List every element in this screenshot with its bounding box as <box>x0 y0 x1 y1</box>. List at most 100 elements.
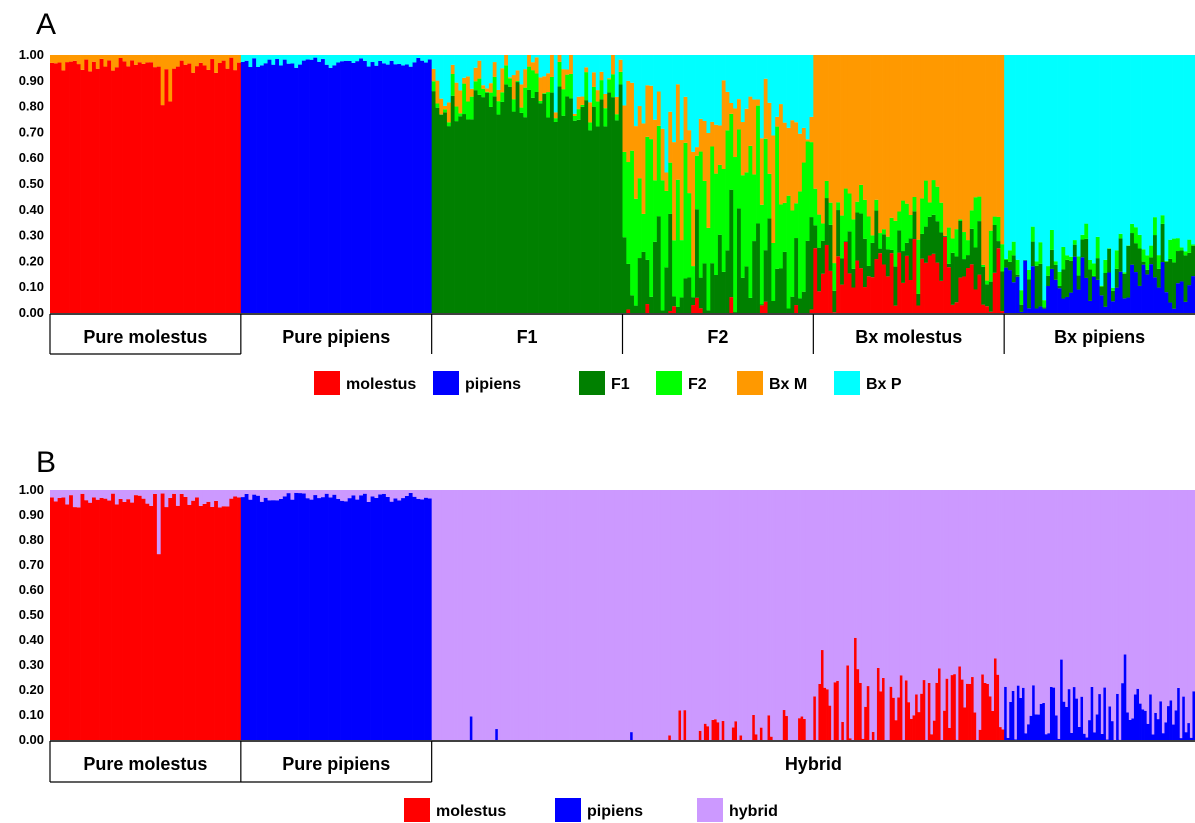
ancestry-bar-segment <box>1107 248 1112 249</box>
ancestry-bar-segment <box>664 172 669 191</box>
ancestry-bar-segment <box>202 490 207 504</box>
ancestry-bar-segment <box>1047 490 1051 734</box>
ancestry-bar-segment <box>637 178 642 259</box>
ancestry-bar-segment <box>1070 732 1074 740</box>
ancestry-bar-segment <box>505 490 509 740</box>
ancestry-bar-segment <box>946 55 952 228</box>
ancestry-bar-segment <box>950 490 954 676</box>
ancestry-bar-segment <box>320 55 326 60</box>
ancestry-bar-segment <box>393 490 398 499</box>
ancestry-bar-segment <box>458 113 463 117</box>
ancestry-bar-segment <box>1095 55 1100 237</box>
ancestry-bar-segment <box>497 490 501 740</box>
ancestry-bar-segment <box>546 73 551 93</box>
ancestry-bar-segment <box>572 113 578 116</box>
ancestry-bar-segment <box>1191 276 1195 313</box>
ancestry-bar-segment <box>435 107 440 313</box>
ancestry-bar-segment <box>523 490 527 740</box>
ancestry-bar-segment <box>279 55 284 66</box>
ancestry-bar-segment <box>1141 261 1146 265</box>
legend-swatch <box>834 371 860 395</box>
ancestry-bar-segment <box>1065 255 1070 260</box>
ancestry-bar-segment <box>179 490 184 494</box>
ancestry-bar-segment <box>925 490 929 740</box>
ancestry-bar-segment <box>515 82 520 313</box>
ancestry-bar-segment <box>485 91 490 93</box>
ancestry-bar-segment <box>901 282 906 313</box>
ancestry-bar-segment <box>1057 55 1062 272</box>
ancestry-bar-segment <box>1069 55 1074 257</box>
ancestry-bar-segment <box>1060 490 1064 660</box>
ancestry-bar-segment <box>412 490 417 497</box>
ancestry-bar-segment <box>485 55 490 89</box>
ancestry-bar-segment <box>1174 490 1178 711</box>
ancestry-bar-segment <box>894 720 898 740</box>
ancestry-bar-segment <box>1038 306 1043 313</box>
ancestry-bar-segment <box>347 60 352 314</box>
ancestry-bar-segment <box>576 96 581 110</box>
ancestry-bar-segment <box>431 68 436 82</box>
ancestry-bar-segment <box>744 108 749 173</box>
ancestry-bar-segment <box>431 81 436 92</box>
ancestry-bar-segment <box>1126 490 1130 713</box>
ancestry-bar-segment <box>740 55 745 123</box>
ancestry-bar-segment <box>1145 255 1150 270</box>
ancestry-bar-segment <box>1027 724 1030 740</box>
ancestry-bar-segment <box>828 55 833 203</box>
ancestry-bar-segment <box>1046 266 1051 276</box>
ancestry-bar-segment <box>856 490 860 670</box>
ancestry-bar-segment <box>1053 55 1058 262</box>
ancestry-bar-segment <box>668 310 673 313</box>
ancestry-bar-segment <box>635 490 639 740</box>
ancestry-bar-segment <box>943 236 948 313</box>
ancestry-bar-segment <box>511 55 516 76</box>
ancestry-bar-segment <box>862 238 868 288</box>
ancestry-bar-segment <box>771 55 776 136</box>
ancestry-bar-segment <box>1007 261 1013 271</box>
ancestry-bar-segment <box>897 697 901 740</box>
ancestry-bar-segment <box>876 667 880 740</box>
ancestry-bar-segment <box>754 490 758 735</box>
ancestry-bar-segment <box>817 247 822 292</box>
ancestry-bar-segment <box>317 490 322 499</box>
ancestry-bar-segment <box>935 682 939 740</box>
ancestry-bar-segment <box>1136 490 1140 689</box>
ancestry-bar-segment <box>469 490 473 717</box>
ancestry-bar-segment <box>633 198 639 306</box>
ancestry-bar-segment <box>1149 257 1154 265</box>
ancestry-bar-segment <box>1038 263 1043 307</box>
ancestry-bar-segment <box>756 99 761 106</box>
ancestry-bar-segment <box>653 490 656 740</box>
ancestry-bar-segment <box>397 55 402 65</box>
ancestry-bar-segment <box>985 306 990 313</box>
ancestry-bar-segment <box>233 55 238 71</box>
ancestry-bar-segment <box>1149 55 1154 246</box>
ancestry-bar-segment <box>309 499 314 740</box>
ancestry-bar-segment <box>530 70 536 98</box>
ancestry-bar-segment <box>782 55 787 123</box>
ancestry-bar-segment <box>1126 297 1131 313</box>
ancestry-bar-segment <box>848 490 852 739</box>
ancestry-bar-segment <box>862 199 868 239</box>
ancestry-bar-segment <box>542 76 547 94</box>
ancestry-bar-segment <box>679 240 684 298</box>
y-tick-label: 0.30 <box>19 657 44 672</box>
ancestry-bar-segment <box>701 490 705 740</box>
ancestry-bar-segment <box>290 63 295 314</box>
ancestry-bar-segment <box>1085 737 1089 740</box>
ancestry-bar-segment <box>861 738 865 740</box>
ancestry-bar-segment <box>454 55 459 83</box>
ancestry-bar-segment <box>462 77 467 84</box>
ancestry-bar-segment <box>801 291 807 313</box>
ancestry-bar-segment <box>538 103 543 314</box>
ancestry-bar-segment <box>915 694 918 740</box>
ancestry-bar-segment <box>917 712 921 740</box>
ancestry-bar-segment <box>317 498 322 740</box>
ancestry-bar-segment <box>954 229 959 257</box>
ancestry-bar-segment <box>1065 55 1070 256</box>
ancestry-bar-segment <box>267 59 272 313</box>
ancestry-bar-segment <box>347 498 352 740</box>
ancestry-bar-segment <box>271 55 276 65</box>
ancestry-bar-segment <box>122 490 127 502</box>
ancestry-bar-segment <box>584 72 589 101</box>
